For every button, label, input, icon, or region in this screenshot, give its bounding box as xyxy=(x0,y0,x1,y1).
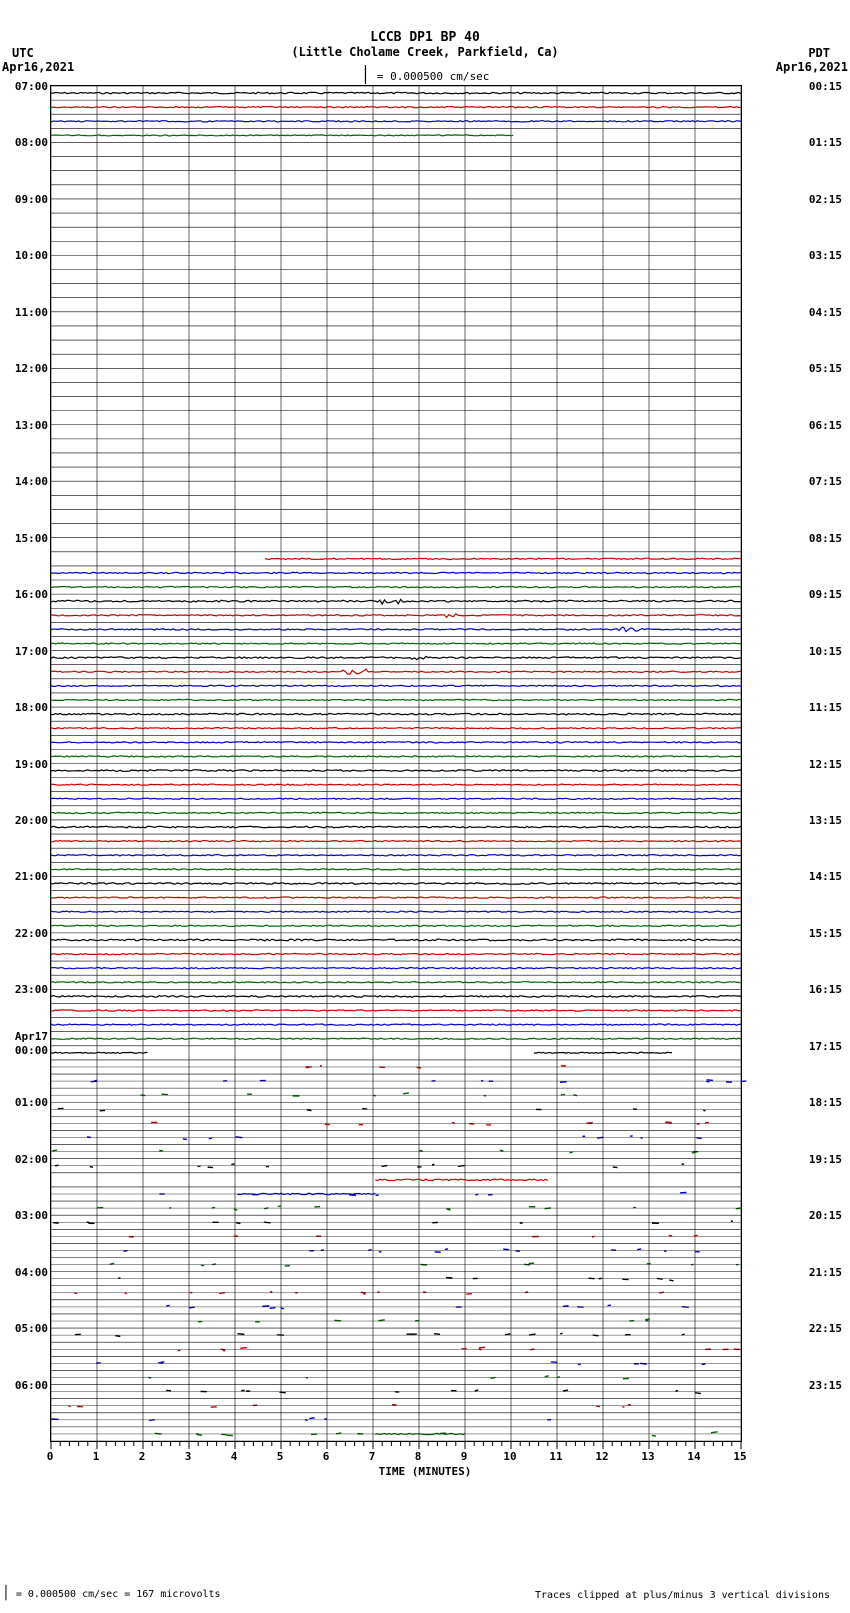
x-tick: 12 xyxy=(595,1450,608,1463)
seismogram-svg xyxy=(51,86,741,1453)
chart-title: LCCB DP1 BP 40 xyxy=(0,30,850,45)
right-hour: 15:15 xyxy=(809,927,842,940)
right-hour: 14:15 xyxy=(809,870,842,883)
x-tick: 10 xyxy=(503,1450,516,1463)
footer-left-text: = 0.000500 cm/sec = 167 microvolts xyxy=(16,1589,221,1600)
x-tick: 1 xyxy=(93,1450,100,1463)
x-tick: 5 xyxy=(277,1450,284,1463)
footer-right: Traces clipped at plus/minus 3 vertical … xyxy=(535,1590,830,1601)
x-tick: 14 xyxy=(687,1450,700,1463)
x-tick: 9 xyxy=(461,1450,468,1463)
right-hour: 04:15 xyxy=(809,306,842,319)
left-hour: 09:00 xyxy=(0,193,48,206)
left-hour: 11:00 xyxy=(0,306,48,319)
left-hour: 00:00 xyxy=(0,1044,48,1057)
x-tick: 7 xyxy=(369,1450,376,1463)
plot-area xyxy=(50,85,742,1442)
right-hour: 09:15 xyxy=(809,588,842,601)
right-hour: 21:15 xyxy=(809,1266,842,1279)
right-hour: 00:15 xyxy=(809,80,842,93)
x-tick: 6 xyxy=(323,1450,330,1463)
left-hour: 07:00 xyxy=(0,80,48,93)
left-hour: 22:00 xyxy=(0,927,48,940)
right-hour: 17:15 xyxy=(809,1040,842,1053)
x-tick: 2 xyxy=(139,1450,146,1463)
left-hour: 23:00 xyxy=(0,983,48,996)
left-hour: 16:00 xyxy=(0,588,48,601)
right-hour: 07:15 xyxy=(809,475,842,488)
x-tick: 15 xyxy=(733,1450,746,1463)
x-tick: 8 xyxy=(415,1450,422,1463)
left-hour: 04:00 xyxy=(0,1266,48,1279)
right-hour: 05:15 xyxy=(809,362,842,375)
left-hour: 01:00 xyxy=(0,1096,48,1109)
right-hour: 12:15 xyxy=(809,758,842,771)
left-hour: 03:00 xyxy=(0,1209,48,1222)
x-tick: 0 xyxy=(47,1450,54,1463)
left-hour: 05:00 xyxy=(0,1322,48,1335)
left-hour: 10:00 xyxy=(0,249,48,262)
left-hour: 14:00 xyxy=(0,475,48,488)
title-block: LCCB DP1 BP 40 (Little Cholame Creek, Pa… xyxy=(0,30,850,59)
left-hour: 06:00 xyxy=(0,1379,48,1392)
right-hour: 03:15 xyxy=(809,249,842,262)
right-hour: 10:15 xyxy=(809,645,842,658)
left-hour: 18:00 xyxy=(0,701,48,714)
right-hour: 01:15 xyxy=(809,136,842,149)
x-tick: 11 xyxy=(549,1450,562,1463)
seismogram-container: UTC Apr16,2021 PDT Apr16,2021 LCCB DP1 B… xyxy=(0,0,850,1613)
right-hour: 19:15 xyxy=(809,1153,842,1166)
right-hour: 11:15 xyxy=(809,701,842,714)
footer-left: │ = 0.000500 cm/sec = 167 microvolts xyxy=(2,1586,221,1601)
x-tick: 13 xyxy=(641,1450,654,1463)
left-hour: 15:00 xyxy=(0,532,48,545)
left-hour: 13:00 xyxy=(0,419,48,432)
right-hour: 16:15 xyxy=(809,983,842,996)
scale-text: = 0.000500 cm/sec xyxy=(377,70,490,83)
chart-subtitle: (Little Cholame Creek, Parkfield, Ca) xyxy=(0,45,850,59)
right-hour: 02:15 xyxy=(809,193,842,206)
right-hour: 06:15 xyxy=(809,419,842,432)
left-hour: 21:00 xyxy=(0,870,48,883)
left-hour: 12:00 xyxy=(0,362,48,375)
x-tick: 4 xyxy=(231,1450,238,1463)
left-hour: 19:00 xyxy=(0,758,48,771)
x-tick: 3 xyxy=(185,1450,192,1463)
left-hour: 08:00 xyxy=(0,136,48,149)
left-hour: 02:00 xyxy=(0,1153,48,1166)
right-hour: 23:15 xyxy=(809,1379,842,1392)
left-hour: 20:00 xyxy=(0,814,48,827)
right-hour: 13:15 xyxy=(809,814,842,827)
right-hour: 08:15 xyxy=(809,532,842,545)
right-hour: 20:15 xyxy=(809,1209,842,1222)
left-hour: 17:00 xyxy=(0,645,48,658)
right-hour: 22:15 xyxy=(809,1322,842,1335)
right-hour: 18:15 xyxy=(809,1096,842,1109)
x-axis-title: TIME (MINUTES) xyxy=(0,1465,850,1478)
left-date-label: Apr17 xyxy=(0,1030,48,1043)
scale-legend: │ = 0.000500 cm/sec xyxy=(0,65,850,84)
